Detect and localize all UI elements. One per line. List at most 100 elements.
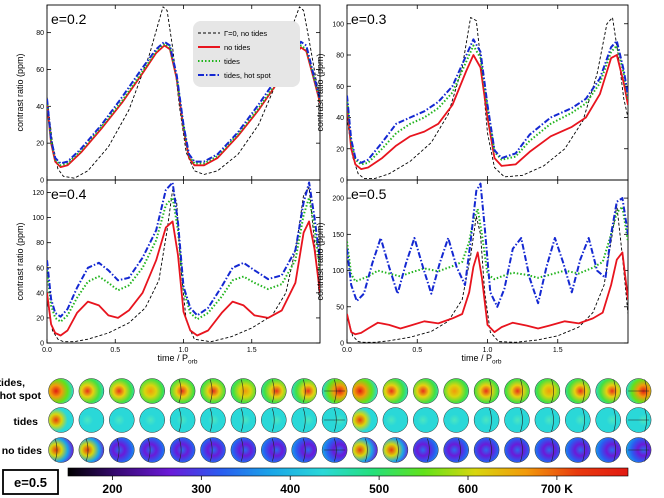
temperature-map-disk xyxy=(261,407,287,433)
colorbar-tick-label: 200 xyxy=(102,482,122,496)
terminator-line xyxy=(489,379,492,403)
temperature-map-disk xyxy=(169,437,196,463)
legend-label-tides: tides xyxy=(224,57,240,66)
terminator-line xyxy=(489,408,492,432)
terminator-line xyxy=(520,408,523,432)
temperature-map-disk xyxy=(473,407,500,433)
series-line--0-no-tides xyxy=(47,187,320,343)
terminator-line xyxy=(240,438,244,462)
legend-label-no-tides: no tides xyxy=(224,43,251,52)
y-tick-label: 60 xyxy=(36,67,44,74)
plot-frame xyxy=(346,4,629,181)
y-axis-label: contrast ratio (ppm) xyxy=(15,53,25,131)
y-tick-label: 20 xyxy=(36,141,44,148)
x-tick-label: 0.0 xyxy=(42,347,52,354)
temperature-map-disk xyxy=(595,407,621,433)
row-label-tides: tides xyxy=(13,416,38,428)
temperature-map-disk xyxy=(382,407,409,433)
temperature-map-disk xyxy=(473,437,500,463)
y-tick-label: 0 xyxy=(340,341,344,348)
y-tick-label: 20 xyxy=(36,315,44,322)
x-tick-label: 1.0 xyxy=(179,347,189,354)
panel-e04: 0 20 40 60 80 100 120 0.0 0.5 1.0 1.5 contrast rati… xyxy=(15,179,321,366)
series-line--0-no-tides xyxy=(347,204,628,343)
y-tick-label: 50 xyxy=(336,304,344,311)
series-group xyxy=(347,182,628,343)
eccentricity-box xyxy=(2,469,59,495)
terminator-line xyxy=(396,438,399,462)
temperature-map-disk xyxy=(139,378,165,404)
legend: Γ=0, no tides no tides tides tides, hot … xyxy=(193,21,300,87)
temperature-map-disk xyxy=(109,378,135,404)
y-tick-label: 100 xyxy=(332,21,344,28)
temperature-map-disk xyxy=(565,378,591,404)
y-axis-label: contrast ratio (ppm) xyxy=(315,53,325,131)
terminator-line xyxy=(489,438,492,462)
x-axis-label: time / Porb xyxy=(462,353,502,366)
row-label-hot-spot-line1: tides, xyxy=(0,377,25,389)
terminator-line xyxy=(271,438,275,462)
terminator-line xyxy=(85,438,89,462)
y-axis-label: contrast ratio (ppm) xyxy=(15,222,25,300)
y-tick-label: 120 xyxy=(32,190,44,197)
temperature-map-disk xyxy=(291,407,317,433)
row-label-no-tides: no tides xyxy=(2,445,42,457)
series-line-tides-hot-spot xyxy=(347,182,628,308)
temperature-map-disk xyxy=(200,437,226,463)
panel-e03: 0 20 40 60 80 100 contrast ratio (ppm) e=0.3 xyxy=(315,4,629,185)
terminator-line xyxy=(613,438,616,462)
temperature-map-disk xyxy=(565,437,591,463)
x-axis-label: time / Porb xyxy=(158,353,198,366)
temperature-map-disk xyxy=(200,407,226,433)
temperature-map-disk xyxy=(48,437,74,463)
y-tick-label: 100 xyxy=(332,268,344,275)
terminator-line xyxy=(613,408,616,432)
temperature-map-disk xyxy=(48,407,74,433)
terminator-line xyxy=(582,379,585,403)
colorbar-tick-label: 300 xyxy=(191,482,211,496)
panel-title: e=0.5 xyxy=(351,186,387,202)
temperature-map-disk xyxy=(291,437,317,463)
temperature-map-disk xyxy=(473,378,500,404)
terminator-line xyxy=(613,379,616,403)
legend-label-gamma-zero: Γ=0, no tides xyxy=(224,29,267,38)
series-line-tides-hot-spot xyxy=(47,181,320,318)
panel-title: e=0.3 xyxy=(351,11,387,27)
terminator-line xyxy=(582,438,585,462)
temperature-map-disk xyxy=(139,407,165,433)
series-group xyxy=(347,17,628,179)
colorbar-tick-label: 600 xyxy=(458,482,478,496)
y-tick-label: 100 xyxy=(32,215,44,222)
x-tick-label: 1.0 xyxy=(483,347,493,354)
y-tick-label: 40 xyxy=(36,290,44,297)
temperature-map-disk xyxy=(78,437,105,463)
y-tick-label: 20 xyxy=(336,146,344,153)
terminator-line xyxy=(209,379,213,403)
temperature-map-disk xyxy=(169,378,196,404)
series-line-tides xyxy=(47,196,320,323)
series-line-no-tides xyxy=(347,54,628,170)
temperature-map-disk xyxy=(109,407,135,433)
temperature-map-disk xyxy=(78,378,105,404)
temperature-map-disk xyxy=(261,378,287,404)
terminator-line xyxy=(302,438,306,462)
panel-title: e=0.2 xyxy=(51,11,87,27)
temperature-map-disk xyxy=(109,437,135,463)
temperature-map-disk xyxy=(504,378,530,404)
y-tick-label: 0 xyxy=(40,341,44,348)
y-tick-label: 200 xyxy=(332,196,344,203)
temperature-map-disk xyxy=(382,437,409,463)
panel-title: e=0.4 xyxy=(51,186,87,202)
temperature-map-disk xyxy=(595,378,621,404)
temperature-map-disk xyxy=(504,437,530,463)
temperature-map-disk xyxy=(352,407,378,433)
terminator-line xyxy=(240,408,244,432)
series-line-no-tides xyxy=(347,251,628,336)
terminator-line xyxy=(365,438,368,462)
temperature-map-disk xyxy=(200,378,226,404)
series-line--0-no-tides xyxy=(347,17,628,179)
temperature-map-disk xyxy=(504,407,530,433)
colorbar-tick-label: 500 xyxy=(369,482,389,496)
temperature-map-disk xyxy=(565,407,591,433)
temperature-map-disk xyxy=(534,378,561,404)
